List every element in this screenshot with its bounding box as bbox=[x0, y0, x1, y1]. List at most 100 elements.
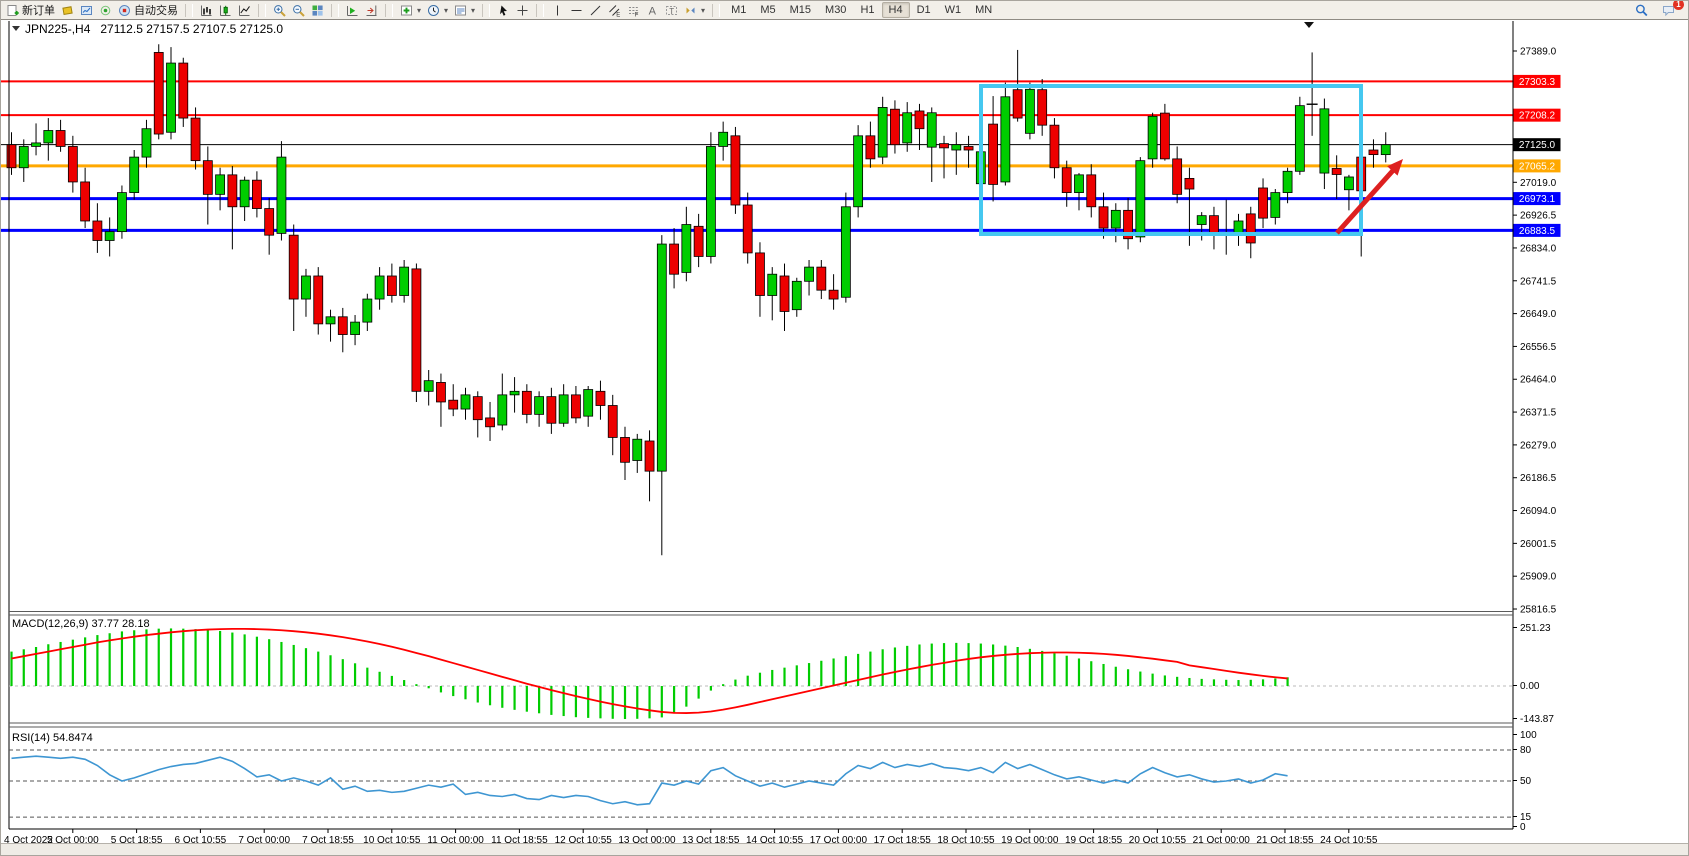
channel-button[interactable]: E bbox=[605, 3, 624, 18]
candle-body-bear bbox=[251, 179, 262, 209]
candle-body-bull bbox=[460, 394, 471, 410]
timeframe-button-w1[interactable]: W1 bbox=[944, 4, 962, 16]
cursor-button[interactable] bbox=[494, 3, 513, 18]
templates-button[interactable]: ▾ bbox=[451, 3, 478, 18]
candle-body-bear bbox=[816, 266, 827, 291]
candle-body-bear bbox=[890, 108, 900, 146]
search-button[interactable] bbox=[1632, 3, 1651, 18]
candle-body-bear bbox=[313, 275, 324, 325]
symbol-dropdown-icon[interactable] bbox=[12, 26, 20, 31]
timeframe-button-h1[interactable]: H1 bbox=[860, 4, 875, 16]
new-order-icon bbox=[6, 4, 19, 17]
candle-body-bull bbox=[423, 380, 434, 392]
chevron-down-icon[interactable]: ▾ bbox=[471, 5, 476, 15]
toolbar-separator bbox=[185, 3, 193, 17]
chart-ohlc-values: 27112.5 27157.5 27107.5 27125.0 bbox=[100, 22, 283, 36]
charts-button[interactable] bbox=[77, 3, 96, 18]
candle-body-bear bbox=[571, 394, 581, 419]
toolbar-separator bbox=[482, 3, 491, 17]
chevron-down-icon[interactable]: ▾ bbox=[417, 5, 422, 15]
candle-body-bear bbox=[1184, 177, 1195, 190]
zoom-in-button[interactable] bbox=[270, 3, 289, 18]
text-button[interactable]: A bbox=[643, 3, 662, 18]
svg-text:E: E bbox=[616, 12, 620, 17]
trendline-icon bbox=[589, 4, 602, 17]
auto-scroll-button[interactable] bbox=[343, 3, 362, 18]
time-axis-label: 11 Oct 18:55 bbox=[491, 835, 548, 846]
chart-shift-button[interactable] bbox=[362, 3, 381, 18]
candle-body-bear bbox=[730, 135, 741, 206]
candle-body-bear bbox=[178, 62, 189, 119]
chart-overlay-labels: JPN225-,H4 27112.5 27157.5 27107.5 27125.… bbox=[12, 22, 283, 744]
time-axis-label: 7 Oct 18:55 bbox=[302, 835, 354, 846]
timeframe-button-m1[interactable]: M1 bbox=[731, 4, 747, 16]
templates-icon bbox=[454, 4, 467, 17]
autotrading-button[interactable]: 自动交易 bbox=[115, 1, 181, 19]
chevron-down-icon[interactable]: ▾ bbox=[444, 5, 449, 15]
periods-button[interactable]: ▾ bbox=[424, 3, 451, 18]
chart-shift-marker[interactable] bbox=[1304, 22, 1314, 28]
timeframe-button-m5[interactable]: M5 bbox=[760, 4, 776, 16]
crosshair-icon bbox=[516, 4, 529, 17]
candle-body-bull bbox=[656, 243, 667, 472]
vertical-line-button[interactable] bbox=[548, 3, 567, 18]
candle-body-bull bbox=[877, 107, 888, 158]
candle-body-bull bbox=[276, 156, 287, 234]
timeframe-button-h4[interactable]: H4 bbox=[881, 2, 910, 18]
trendline-button[interactable] bbox=[586, 3, 605, 18]
chat-button[interactable]: 1 bbox=[1659, 1, 1684, 18]
rsi-axis-label: 80 bbox=[1520, 745, 1532, 756]
timeframe-button-m30[interactable]: M30 bbox=[825, 4, 847, 16]
bar-chart-button[interactable] bbox=[197, 3, 216, 18]
label-button[interactable]: T bbox=[662, 3, 681, 18]
text-icon: A bbox=[646, 4, 659, 16]
candle-body-bear bbox=[828, 289, 839, 300]
line-chart-button[interactable] bbox=[235, 3, 254, 18]
macd-signal-line bbox=[11, 627, 1288, 714]
signals-button[interactable] bbox=[96, 3, 115, 18]
time-axis-label: 18 Oct 10:55 bbox=[937, 835, 995, 846]
new-order-button[interactable]: 新订单 bbox=[3, 1, 58, 19]
price-tag-value: 27125.0 bbox=[1519, 140, 1556, 151]
breakout-arrow-head[interactable] bbox=[1387, 159, 1403, 176]
time-axis-label: 19 Oct 00:00 bbox=[1001, 835, 1059, 846]
candle-body-bear bbox=[190, 117, 201, 162]
price-axis-label: 26279.0 bbox=[1520, 440, 1557, 451]
arrows-button[interactable]: ▾ bbox=[681, 3, 708, 18]
candle-body-bear bbox=[1098, 206, 1109, 229]
timeframe-button-mn[interactable]: MN bbox=[975, 4, 993, 16]
candle-body-bear bbox=[1123, 209, 1133, 240]
tile-windows-button[interactable] bbox=[308, 3, 327, 18]
candle-body-bull bbox=[791, 280, 802, 311]
timeframe-button-m15[interactable]: M15 bbox=[789, 4, 812, 16]
indicators-button[interactable]: ▾ bbox=[397, 3, 424, 18]
price-tag-value: 26883.5 bbox=[1519, 226, 1556, 237]
timeframe-button-d1[interactable]: D1 bbox=[916, 4, 931, 16]
macd-axis-label: -143.87 bbox=[1520, 714, 1554, 725]
candle-body-bull bbox=[18, 146, 29, 169]
crosshair-button[interactable] bbox=[513, 3, 532, 18]
toolbar-group-chart-type bbox=[195, 1, 256, 19]
candle-body-bear bbox=[693, 225, 704, 257]
candle-body-bear bbox=[386, 275, 397, 296]
signals-icon bbox=[99, 4, 112, 17]
toolbar-separator bbox=[258, 3, 266, 17]
zoom-out-button[interactable] bbox=[289, 3, 308, 18]
candle-body-bull bbox=[141, 128, 152, 158]
candlestick-button[interactable] bbox=[216, 3, 235, 18]
styles-button[interactable] bbox=[58, 3, 77, 18]
chevron-down-icon[interactable]: ▾ bbox=[701, 5, 706, 15]
horizontal-line-button[interactable] bbox=[567, 3, 586, 18]
price-axis-label: 26834.0 bbox=[1520, 243, 1557, 254]
horizontal-line-icon bbox=[570, 4, 583, 17]
rsi-axis-label: 100 bbox=[1520, 730, 1537, 741]
fibonacci-button[interactable]: F bbox=[624, 3, 643, 18]
candle-body-bull bbox=[301, 275, 311, 300]
zoom-in-icon bbox=[273, 4, 286, 17]
candle-body-bull bbox=[1147, 115, 1158, 160]
candle-body-bull bbox=[1282, 170, 1293, 193]
consolidation-rectangle[interactable] bbox=[979, 84, 1363, 236]
breakout-arrow-shaft[interactable] bbox=[1335, 164, 1399, 235]
